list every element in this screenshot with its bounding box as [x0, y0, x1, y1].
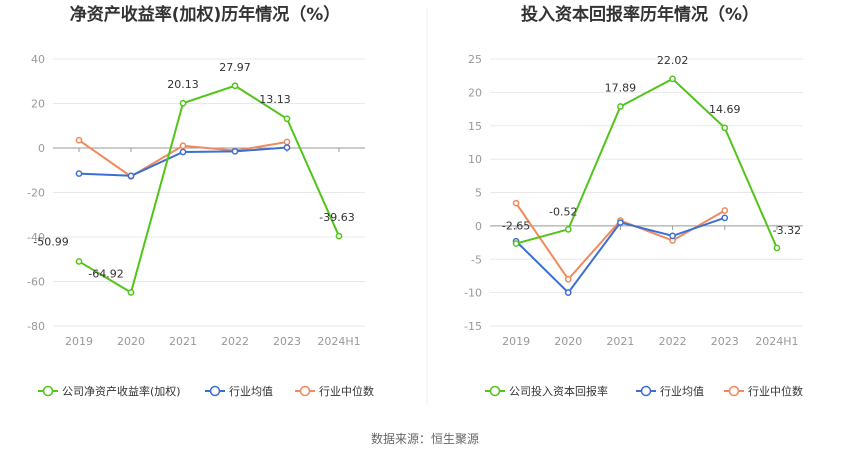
legend-label-2: 行业均值 [229, 385, 273, 398]
y-tick-label: 0 [475, 220, 482, 233]
y-tick-label: -10 [464, 287, 482, 300]
y-tick-label: 25 [468, 53, 482, 66]
y-tick-label: 15 [468, 120, 482, 133]
data-point [721, 124, 729, 132]
y-tick-label: -60 [27, 276, 45, 289]
legend-label-1: 公司投入资本回报率 [509, 384, 608, 398]
data-point [617, 219, 624, 226]
y-tick-label: -5 [471, 253, 482, 266]
data-label: -3.32 [773, 224, 801, 237]
y-tick-label: 10 [468, 153, 482, 166]
data-point [179, 99, 187, 107]
x-tick-label: 2022 [659, 335, 687, 348]
data-point [179, 142, 187, 150]
data-label: 14.69 [709, 103, 741, 116]
x-tick-label: 2022 [221, 335, 249, 348]
y-tick-label: 0 [38, 142, 45, 155]
chart-title: 净资产收益率(加权)历年情况（%） [70, 4, 341, 25]
x-tick-label: 2021 [606, 335, 634, 348]
data-point [335, 232, 343, 240]
y-tick-label: -40 [27, 231, 45, 244]
data-point [564, 225, 572, 233]
series-line-3 [515, 202, 726, 281]
data-point [721, 214, 729, 222]
legend-marker-3 [299, 385, 311, 397]
x-tick-label: 2019 [502, 335, 530, 348]
data-label: 20.13 [167, 78, 199, 91]
legend-marker-2 [209, 385, 221, 397]
data-source-note: 数据来源：恒生聚源 [370, 432, 479, 446]
y-tick-label: 40 [31, 53, 45, 66]
data-point [127, 289, 135, 296]
x-tick-label: 2023 [711, 335, 739, 348]
series-line-1 [515, 77, 778, 249]
data-point [75, 136, 83, 144]
data-point [231, 82, 239, 90]
data-label: -0.52 [549, 205, 577, 218]
series-line-1 [78, 84, 340, 294]
data-label: -2.65 [502, 220, 530, 233]
data-point [669, 232, 676, 240]
data-label: 27.97 [219, 61, 251, 74]
data-point [231, 147, 239, 155]
data-point [669, 75, 676, 83]
data-point [721, 207, 729, 214]
legend-marker-1 [42, 385, 54, 397]
data-point [512, 240, 520, 247]
legend-marker-3 [728, 385, 740, 397]
data-point [617, 103, 624, 110]
data-point [127, 172, 135, 180]
y-tick-label: -15 [464, 320, 482, 333]
data-point [564, 275, 572, 283]
y-tick-label: -80 [27, 320, 45, 333]
chart-panel-2: 投入资本回报率历年情况（%） -15 -10 -5 0 5 10 15 20 25 2019 2020… [464, 4, 803, 398]
y-tick-label: 20 [468, 86, 482, 99]
x-tick-label: 2020 [554, 335, 582, 348]
data-label: -39.63 [319, 211, 354, 224]
x-tick-label: 2024H1 [755, 335, 798, 348]
data-point [283, 144, 291, 151]
data-label: 22.02 [657, 54, 689, 67]
legend-marker-2 [640, 385, 652, 397]
data-point [283, 138, 291, 146]
data-point [283, 115, 291, 123]
data-point [75, 258, 83, 265]
y-tick-label: 5 [475, 187, 482, 200]
y-tick-label: -20 [27, 187, 45, 200]
data-point [512, 199, 520, 207]
legend-label-2: 行业均值 [660, 385, 704, 398]
chart-title: 投入资本回报率历年情况（%） [521, 4, 759, 25]
x-tick-label: 2020 [117, 335, 145, 348]
y-tick-label: 20 [31, 98, 45, 111]
data-label: 17.89 [605, 81, 637, 94]
data-label: -64.92 [88, 267, 123, 280]
data-label: -50.99 [33, 235, 68, 248]
chart-panel-1: 净资产收益率(加权)历年情况（%） -80 -60 -40 -20 0 20 40 2019 20… [27, 4, 374, 398]
data-point [75, 170, 83, 177]
x-tick-label: 2019 [65, 335, 93, 348]
data-point [179, 148, 187, 156]
legend-label-1: 公司净资产收益率(加权) [62, 384, 181, 398]
data-point [773, 244, 781, 252]
x-tick-label: 2021 [169, 335, 197, 348]
data-label: 13.13 [259, 93, 291, 106]
data-point [564, 289, 572, 296]
x-tick-label: 2023 [273, 335, 301, 348]
legend-label-3: 行业中位数 [748, 384, 803, 398]
x-tick-label: 2024H1 [317, 335, 360, 348]
legend-marker-1 [489, 385, 501, 397]
legend-label-3: 行业中位数 [319, 384, 374, 398]
